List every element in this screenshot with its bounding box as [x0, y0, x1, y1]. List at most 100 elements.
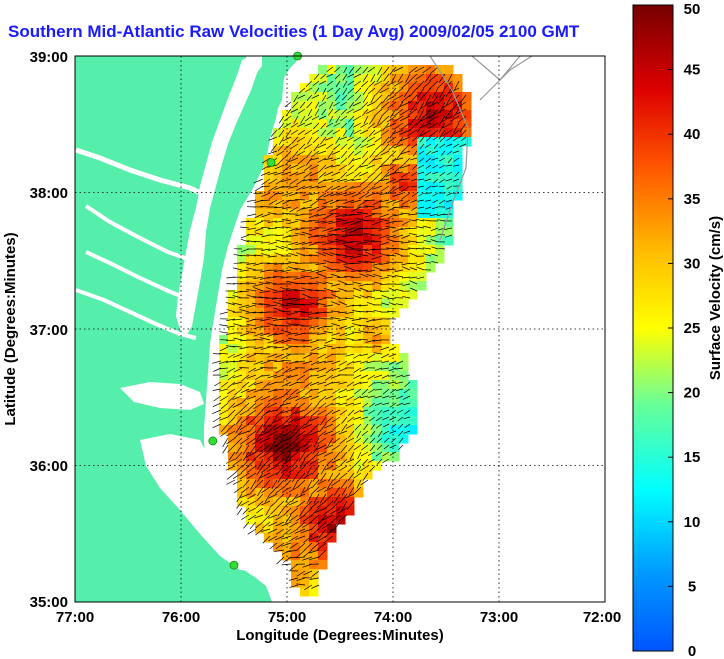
velocity-arrow: [316, 150, 327, 155]
velocity-arrow: [323, 281, 334, 285]
velocity-arrow: [423, 234, 432, 238]
velocity-arrow: [310, 423, 320, 432]
velocity-arrow: [368, 157, 376, 165]
velocity-arrow: [346, 500, 355, 510]
velocity-arrow: [314, 108, 320, 117]
velocity-arrow: [246, 451, 257, 458]
velocity-cell: [255, 452, 265, 462]
velocity-arrow: [330, 164, 341, 168]
velocity-arrow: [338, 430, 348, 435]
velocity-cell: [246, 263, 256, 273]
velocity-cell: [363, 290, 373, 300]
velocity-arrow: [346, 108, 355, 114]
velocity-arrow: [372, 185, 383, 190]
velocity-cell: [264, 515, 274, 525]
velocity-cell: [264, 317, 274, 327]
velocity-arrow: [336, 192, 348, 196]
velocity-cell: [300, 560, 310, 570]
velocity-cell: [273, 488, 283, 498]
velocity-arrow: [276, 479, 285, 489]
velocity-cell: [264, 290, 274, 300]
velocity-arrow: [267, 528, 278, 534]
velocity-cell: [435, 200, 445, 210]
velocity-cell: [291, 362, 301, 372]
velocity-arrow: [236, 500, 243, 509]
velocity-cell: [435, 101, 445, 111]
velocity-cell: [354, 245, 364, 255]
velocity-arrow: [275, 402, 285, 412]
velocity-arrow: [441, 122, 453, 129]
velocity-arrow: [311, 486, 320, 495]
velocity-arrow: [260, 185, 271, 188]
velocity-arrow: [256, 423, 264, 434]
velocity-arrow: [373, 178, 383, 186]
velocity-arrow: [422, 66, 432, 74]
velocity-arrow: [409, 267, 418, 271]
velocity-arrow: [260, 332, 271, 336]
velocity-cell: [318, 173, 328, 183]
velocity-cell: [363, 344, 373, 354]
velocity-cell: [363, 218, 373, 228]
velocity-cell: [345, 74, 355, 84]
velocity-arrow: [322, 252, 334, 257]
velocity-arrow: [377, 430, 383, 438]
velocity-arrow: [389, 129, 397, 139]
velocity-arrow: [288, 556, 299, 559]
velocity-cell: [426, 263, 436, 273]
velocity-arrow: [336, 258, 348, 264]
velocity-arrow: [311, 479, 320, 488]
velocity-arrow: [417, 199, 425, 202]
velocity-arrow: [345, 437, 355, 443]
velocity-arrow: [273, 444, 285, 453]
velocity-arrow: [382, 94, 390, 104]
velocity-cell: [363, 119, 373, 129]
velocity-arrow: [416, 248, 425, 250]
velocity-arrow: [338, 465, 348, 472]
velocity-cell: [426, 128, 436, 138]
velocity-cell: [381, 209, 391, 219]
velocity-cell: [399, 173, 409, 183]
velocity-cell: [336, 155, 346, 165]
velocity-arrow: [316, 521, 327, 531]
velocity-cell: [291, 236, 301, 246]
velocity-arrow: [387, 310, 397, 313]
velocity-cell: [435, 83, 445, 93]
velocity-cell: [318, 200, 328, 210]
velocity-arrow: [417, 108, 425, 121]
velocity-arrow: [328, 220, 341, 225]
velocity-arrow: [331, 479, 341, 486]
velocity-arrow: [301, 269, 313, 272]
velocity-arrow: [320, 122, 327, 129]
velocity-arrow: [358, 330, 369, 334]
velocity-arrow: [391, 73, 397, 83]
velocity-arrow: [364, 199, 376, 201]
velocity-arrow: [342, 87, 348, 96]
velocity-arrow: [345, 353, 355, 357]
velocity-arrow: [344, 185, 355, 192]
velocity-arrow: [273, 423, 285, 431]
velocity-arrow: [331, 178, 341, 183]
velocity-cell: [363, 65, 373, 75]
velocity-arrow: [267, 339, 278, 344]
velocity-cell: [300, 191, 310, 201]
velocity-arrow: [301, 206, 313, 210]
velocity-cell: [318, 560, 328, 570]
velocity-arrow: [226, 308, 236, 313]
velocity-arrow: [290, 388, 299, 396]
velocity-cell: [363, 362, 373, 372]
velocity-arrow: [422, 219, 432, 222]
velocity-arrow: [239, 309, 250, 313]
velocity-cell: [273, 479, 283, 489]
velocity-arrow: [273, 276, 285, 278]
velocity-arrow: [232, 458, 243, 466]
velocity-arrow: [327, 240, 341, 243]
velocity-arrow: [240, 465, 250, 473]
velocity-arrow: [253, 346, 264, 350]
velocity-cell: [390, 137, 400, 147]
velocity-cell: [372, 191, 382, 201]
velocity-cell: [237, 407, 247, 417]
velocity-arrow: [234, 409, 243, 417]
velocity-arrow: [262, 416, 271, 427]
velocity-arrow: [317, 192, 327, 200]
velocity-arrow: [373, 281, 383, 285]
